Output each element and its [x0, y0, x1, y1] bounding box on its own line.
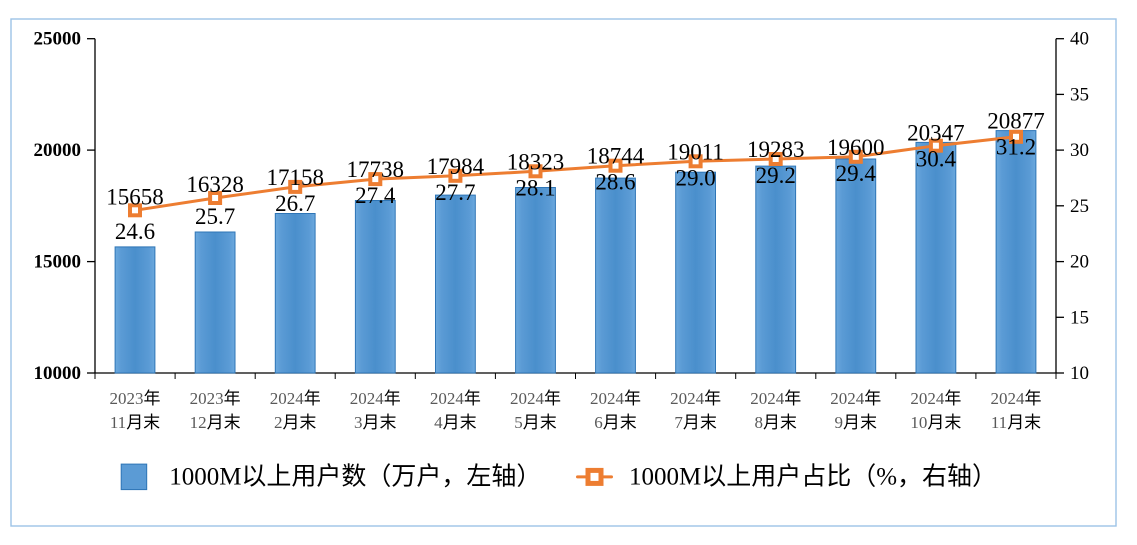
svg-text:8月末: 8月末 [754, 413, 797, 432]
svg-text:30.4: 30.4 [916, 146, 957, 171]
svg-text:19600: 19600 [827, 135, 885, 160]
svg-text:19011: 19011 [667, 139, 724, 164]
svg-text:17984: 17984 [427, 154, 485, 179]
svg-text:2023年: 2023年 [110, 389, 161, 408]
svg-text:15: 15 [1070, 307, 1089, 328]
svg-text:10: 10 [1070, 363, 1089, 384]
svg-text:2024年: 2024年 [830, 389, 881, 408]
svg-text:2024年: 2024年 [991, 389, 1042, 408]
svg-text:18323: 18323 [507, 149, 565, 174]
svg-text:2024年: 2024年 [430, 389, 481, 408]
svg-text:1000M以上用户数（万户，左轴）: 1000M以上用户数（万户，左轴） [169, 462, 541, 490]
svg-text:29.4: 29.4 [836, 161, 877, 186]
svg-text:20000: 20000 [34, 140, 82, 161]
svg-text:24.6: 24.6 [115, 219, 155, 244]
svg-text:20877: 20877 [987, 109, 1045, 134]
svg-text:2023年: 2023年 [190, 389, 241, 408]
svg-text:4月末: 4月末 [434, 413, 477, 432]
svg-text:1000M以上用户占比（%，右轴）: 1000M以上用户占比（%，右轴） [629, 462, 997, 490]
svg-text:28.1: 28.1 [515, 175, 555, 200]
svg-text:12月末: 12月末 [190, 413, 241, 432]
svg-text:19283: 19283 [747, 137, 805, 162]
svg-text:2024年: 2024年 [910, 389, 961, 408]
svg-text:2024年: 2024年 [670, 389, 721, 408]
svg-text:40: 40 [1070, 29, 1089, 50]
svg-text:2024年: 2024年 [590, 389, 641, 408]
svg-text:27.4: 27.4 [355, 183, 396, 208]
svg-text:17158: 17158 [266, 165, 324, 190]
svg-text:7月末: 7月末 [674, 413, 717, 432]
svg-text:10000: 10000 [34, 363, 82, 384]
svg-text:28.6: 28.6 [595, 170, 635, 195]
svg-text:20347: 20347 [907, 120, 965, 145]
svg-text:9月末: 9月末 [835, 413, 878, 432]
svg-text:35: 35 [1070, 84, 1089, 105]
svg-text:11月末: 11月末 [110, 413, 160, 432]
svg-text:2024年: 2024年 [750, 389, 801, 408]
svg-text:25: 25 [1070, 196, 1089, 217]
svg-text:17738: 17738 [347, 157, 405, 182]
svg-text:16328: 16328 [186, 172, 244, 197]
svg-text:5月末: 5月末 [514, 413, 557, 432]
svg-text:2024年: 2024年 [510, 389, 561, 408]
svg-text:29.2: 29.2 [756, 163, 796, 188]
svg-text:27.7: 27.7 [435, 180, 475, 205]
svg-text:2024年: 2024年 [270, 389, 321, 408]
svg-text:10月末: 10月末 [910, 413, 961, 432]
svg-text:31.2: 31.2 [996, 135, 1036, 160]
svg-text:18744: 18744 [587, 144, 645, 169]
svg-text:25000: 25000 [34, 29, 82, 50]
svg-text:15658: 15658 [106, 184, 164, 209]
svg-text:30: 30 [1070, 140, 1089, 161]
svg-text:25.7: 25.7 [195, 204, 235, 229]
svg-text:20: 20 [1070, 252, 1089, 273]
svg-text:3月末: 3月末 [354, 413, 397, 432]
svg-text:29.0: 29.0 [675, 165, 715, 190]
svg-text:11月末: 11月末 [991, 413, 1041, 432]
svg-text:2月末: 2月末 [274, 413, 317, 432]
svg-text:26.7: 26.7 [275, 191, 315, 216]
svg-text:6月末: 6月末 [594, 413, 637, 432]
svg-text:15000: 15000 [34, 252, 82, 273]
svg-text:2024年: 2024年 [350, 389, 401, 408]
